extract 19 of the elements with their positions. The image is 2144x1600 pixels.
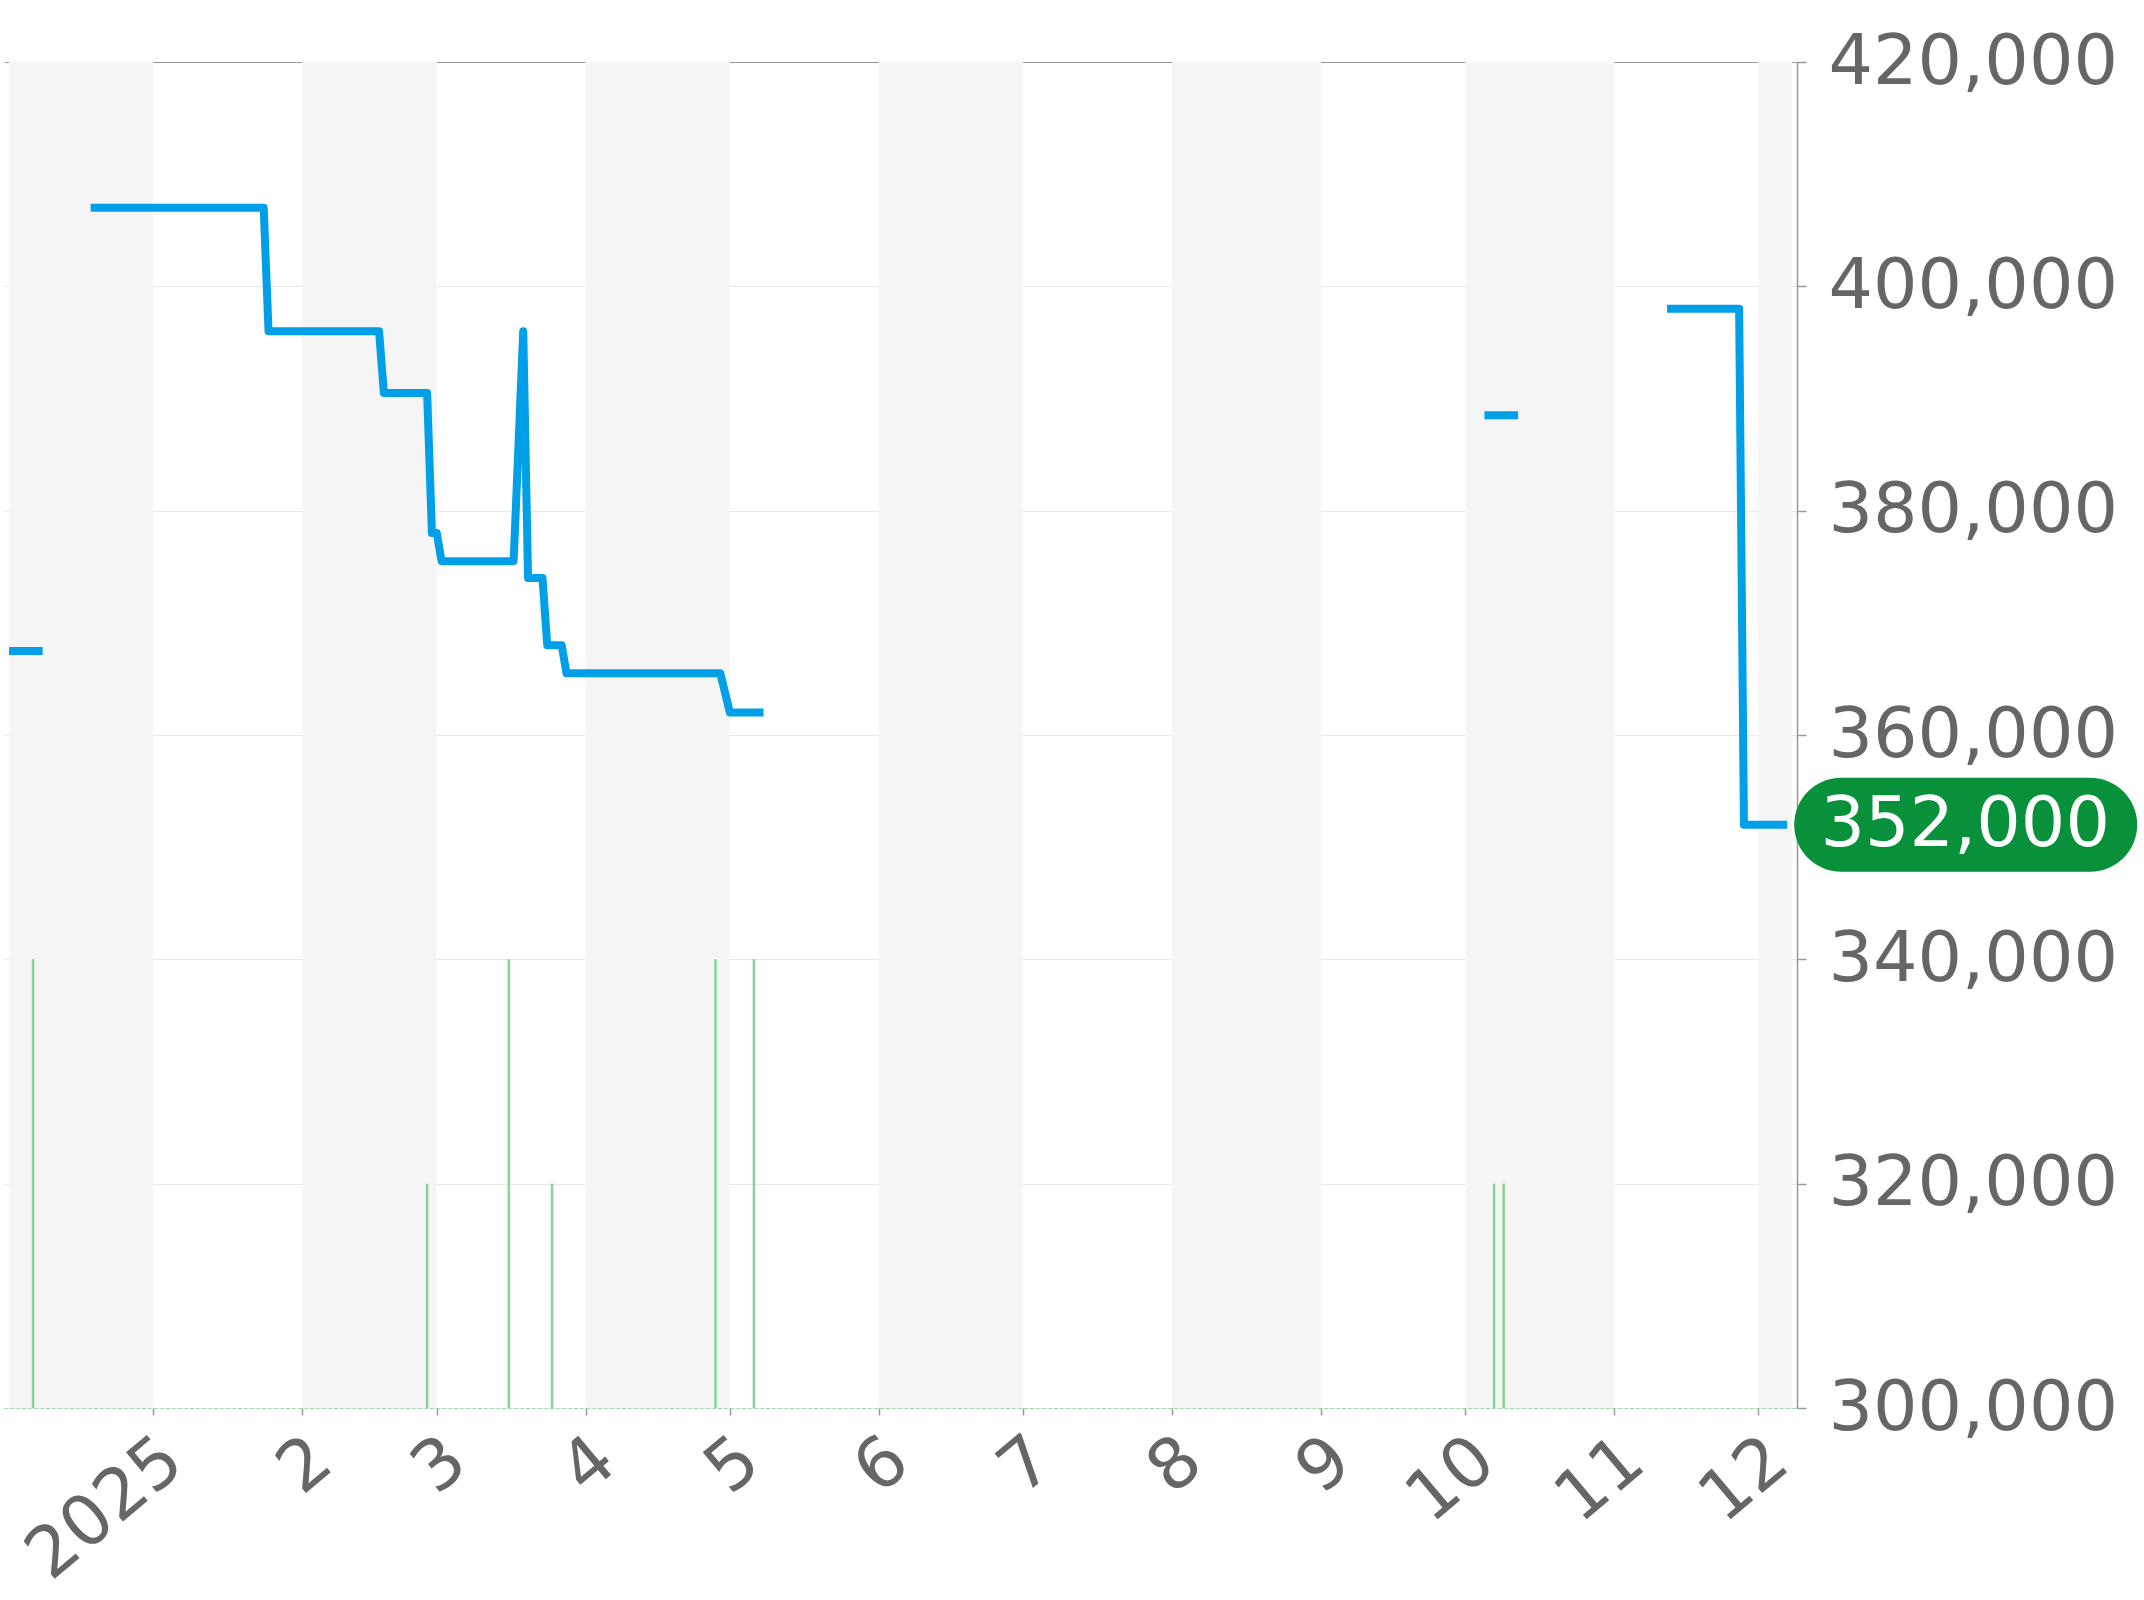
y-tick-label: 360,000 <box>1828 691 2118 774</box>
x-tick-label: 10 <box>1389 1417 1511 1538</box>
x-tick-label: 11 <box>1538 1417 1660 1538</box>
x-tick-label: 6 <box>836 1417 924 1510</box>
x-tick-label: 12 <box>1682 1417 1804 1538</box>
x-tick-label: 9 <box>1279 1417 1366 1510</box>
y-tick-label: 300,000 <box>1828 1364 2118 1447</box>
y-tick-label: 340,000 <box>1828 915 2118 998</box>
x-tick-label: 4 <box>543 1417 631 1510</box>
y-tick-label: 320,000 <box>1828 1140 2118 1223</box>
annotation: 352,000 <box>1820 780 2110 863</box>
x-tick-label: 5 <box>687 1417 775 1510</box>
y-tick-label: 400,000 <box>1828 242 2118 325</box>
x-tick-label: 7 <box>981 1417 1068 1510</box>
x-tick-label: 2 <box>260 1417 348 1510</box>
y-tick-label: 380,000 <box>1828 467 2118 550</box>
x-tick-label: 3 <box>394 1417 482 1510</box>
x-tick-label: 8 <box>1130 1417 1217 1510</box>
y-tick-label: 420,000 <box>1828 18 2118 101</box>
